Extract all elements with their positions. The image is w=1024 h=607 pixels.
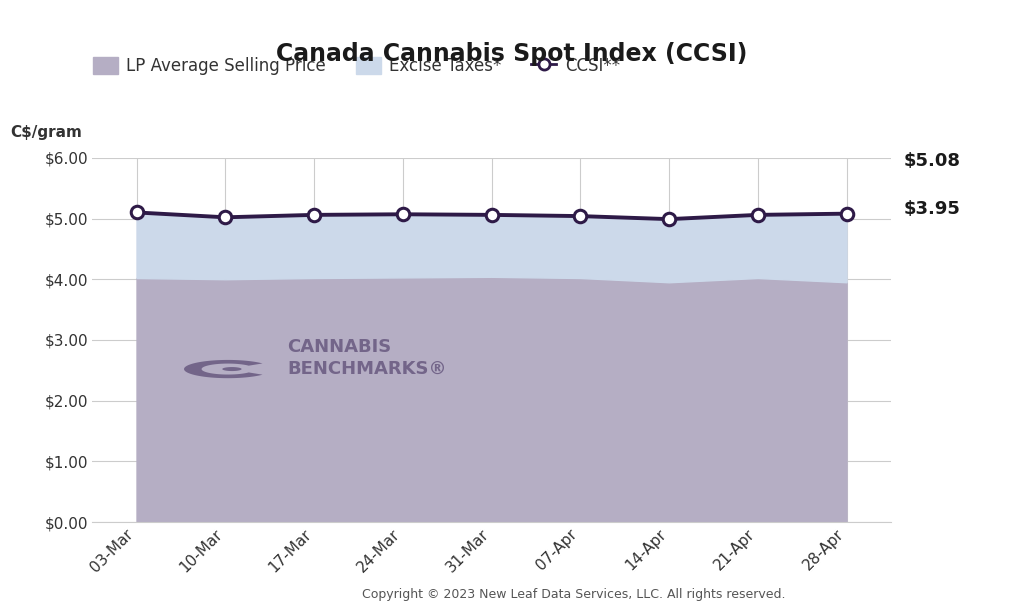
- Legend: LP Average Selling Price, Excise Taxes*, CCSI**: LP Average Selling Price, Excise Taxes*,…: [92, 57, 620, 75]
- Text: CANNABIS
BENCHMARKS®: CANNABIS BENCHMARKS®: [288, 338, 446, 378]
- Text: $5.08: $5.08: [903, 152, 961, 170]
- Text: C$/gram: C$/gram: [10, 124, 82, 140]
- Text: Canada Cannabis Spot Index (CCSI): Canada Cannabis Spot Index (CCSI): [276, 42, 748, 67]
- PathPatch shape: [222, 367, 242, 371]
- Text: $3.95: $3.95: [903, 200, 961, 219]
- PathPatch shape: [184, 360, 262, 378]
- Text: Copyright © 2023 New Leaf Data Services, LLC. All rights reserved.: Copyright © 2023 New Leaf Data Services,…: [361, 588, 785, 601]
